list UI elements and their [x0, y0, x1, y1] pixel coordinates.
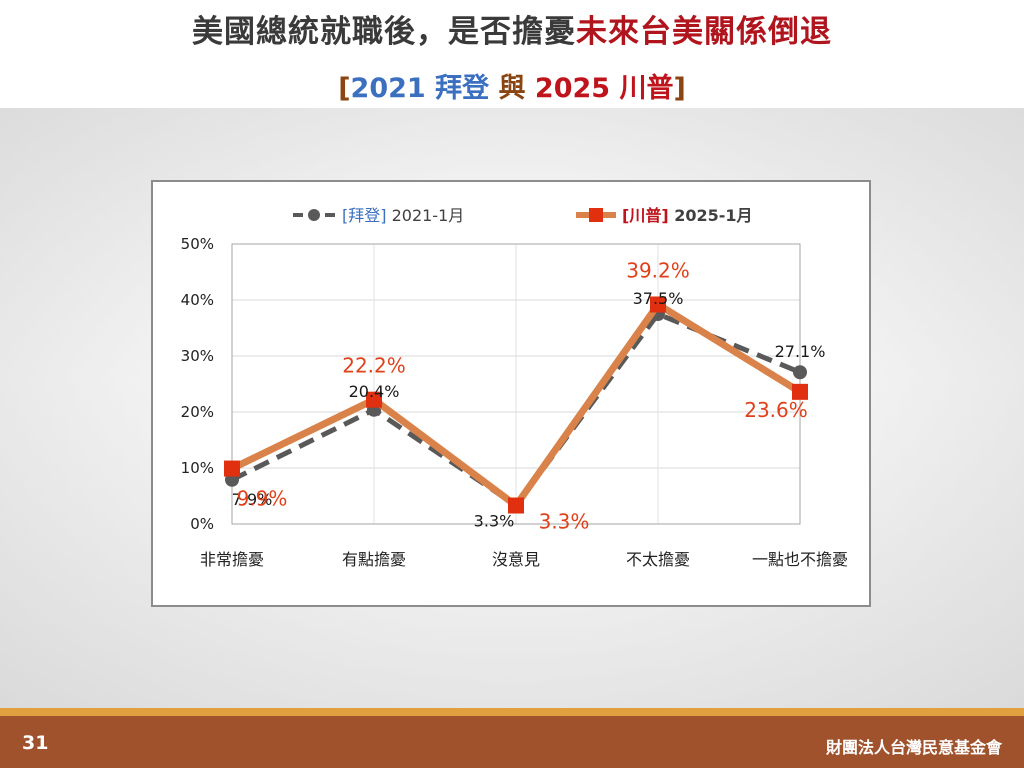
- y-tick-label: 50%: [181, 235, 214, 253]
- x-tick-label: 有點擔憂: [342, 550, 406, 569]
- page-number: 31: [22, 732, 49, 754]
- series-trump-point: [366, 391, 382, 408]
- x-tick-label: 沒意見: [492, 550, 540, 569]
- title-part2: 未來台美關係倒退: [576, 14, 832, 50]
- page-title: 美國總統就職後，是否擔憂未來台美關係倒退: [0, 6, 1024, 51]
- y-tick-label: 10%: [181, 459, 214, 477]
- organization-name: 財團法人台灣民意基金會: [825, 738, 1002, 757]
- x-axis: 非常擔憂 有點擔憂 沒意見 不太擔憂 一點也不擔憂: [200, 550, 848, 569]
- subtitle-mid: 與: [489, 73, 535, 104]
- legend-trump-marker: [589, 208, 603, 222]
- legend-trump-label: [川普] 2025-1月: [622, 206, 753, 225]
- data-label-biden: 20.4%: [349, 382, 400, 401]
- subtitle-biden: 2021 拜登: [350, 73, 490, 104]
- x-tick-label: 不太擔憂: [626, 550, 690, 569]
- data-label-trump: 23.6%: [744, 398, 808, 422]
- x-tick-label: 非常擔憂: [200, 550, 264, 569]
- data-label-trump: 22.2%: [342, 354, 406, 378]
- series-trump-point: [508, 497, 524, 514]
- chart-legend: [拜登] 2021-1月 [川普] 2025-1月: [293, 206, 753, 225]
- subtitle-trump: 2025 川普: [534, 73, 674, 104]
- data-label-biden: 37.5%: [633, 289, 684, 308]
- y-axis: 0% 10% 20% 30% 40% 50%: [181, 235, 214, 533]
- series-trump-point: [650, 296, 666, 313]
- legend-biden-label: [拜登] 2021-1月: [342, 206, 464, 225]
- data-label-trump: 39.2%: [626, 258, 690, 282]
- data-labels: 7.9% 20.4% 3.3% 37.5% 27.1% 9.9% 22.2% 3.3% 39.2…: [232, 258, 826, 533]
- page-subtitle: [2021 拜登 與 2025 川普]: [0, 66, 1024, 105]
- y-tick-label: 30%: [181, 347, 214, 365]
- data-label-trump: 3.3%: [539, 510, 590, 534]
- footer-accent-line: [0, 708, 1024, 716]
- title-area: 美國總統就職後，是否擔憂未來台美關係倒退 [2021 拜登 與 2025 川普]: [0, 0, 1024, 108]
- data-label-biden: 3.3%: [474, 512, 515, 531]
- series-layer: [224, 296, 808, 514]
- data-label-trump: 9.9%: [237, 487, 288, 511]
- y-tick-label: 0%: [190, 515, 214, 533]
- footer-bar: [0, 716, 1024, 768]
- y-tick-label: 40%: [181, 291, 214, 309]
- plot-area: [231, 243, 801, 525]
- subtitle-open: [: [338, 73, 351, 104]
- x-tick-label: 一點也不擔憂: [752, 550, 848, 569]
- y-tick-label: 20%: [181, 403, 214, 421]
- series-trump-point: [224, 460, 240, 477]
- title-part1: 美國總統就職後，是否擔憂: [192, 14, 576, 50]
- subtitle-close: ]: [673, 73, 686, 104]
- series-biden-point: [793, 365, 807, 380]
- data-label-biden: 7.9%: [232, 490, 273, 509]
- chart-panel: [151, 180, 871, 607]
- data-label-biden: 27.1%: [775, 342, 826, 361]
- series-trump-point: [792, 383, 808, 400]
- legend-biden-marker: [308, 209, 320, 221]
